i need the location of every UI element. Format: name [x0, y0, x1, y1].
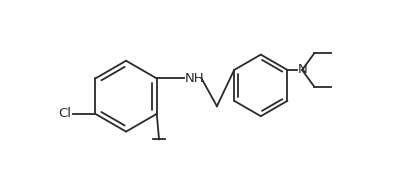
Text: NH: NH	[185, 72, 204, 85]
Text: Cl: Cl	[59, 107, 71, 120]
Text: N: N	[298, 64, 307, 76]
